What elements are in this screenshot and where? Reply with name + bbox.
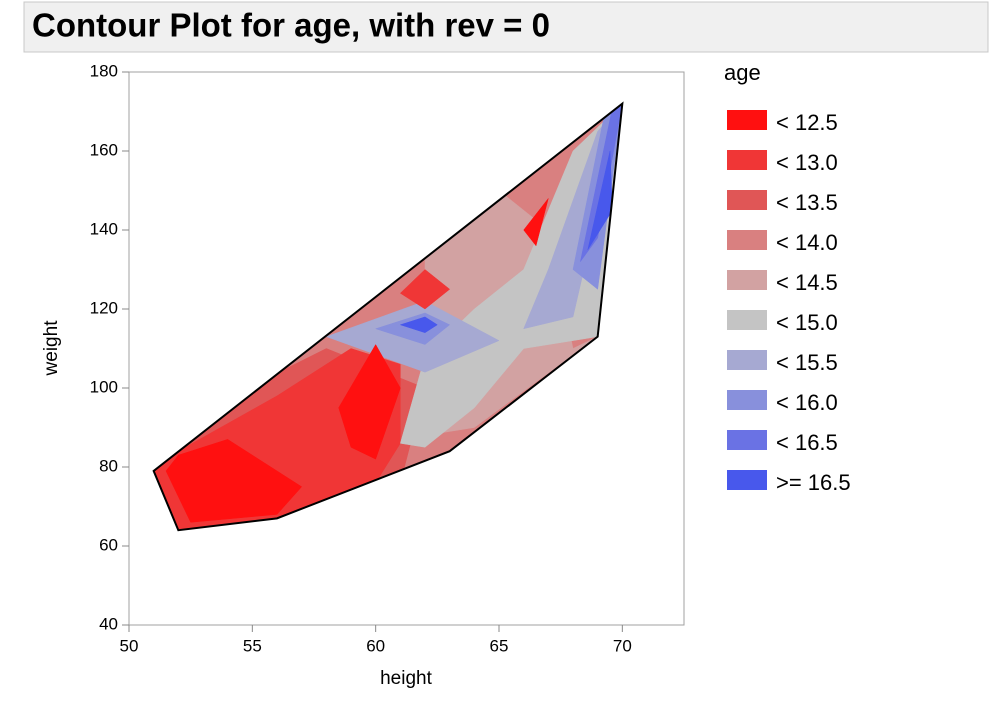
x-axis-label: height	[380, 668, 432, 689]
legend-swatch	[727, 390, 767, 410]
y-tick-label: 80	[99, 456, 118, 475]
y-tick-label: 160	[90, 140, 118, 159]
contour-region	[399, 269, 451, 310]
legend-label: < 15.0	[776, 310, 838, 335]
y-tick-label: 60	[99, 535, 118, 554]
legend-swatch	[727, 430, 767, 450]
legend-swatch	[727, 310, 767, 330]
legend-swatch	[727, 110, 767, 130]
legend-label: < 14.5	[776, 270, 838, 295]
legend-label: < 16.0	[776, 390, 838, 415]
contour-region	[338, 344, 401, 460]
y-tick-label: 40	[99, 614, 118, 633]
legend-swatch	[727, 230, 767, 250]
y-tick-label: 180	[90, 61, 118, 80]
y-axis-label: weight	[41, 320, 62, 377]
x-tick-label: 50	[120, 636, 139, 655]
legend-swatch	[727, 270, 767, 290]
legend-label: < 16.5	[776, 430, 838, 455]
legend-label: >= 16.5	[776, 470, 851, 495]
y-tick-label: 100	[90, 377, 118, 396]
x-tick-label: 55	[243, 636, 262, 655]
x-tick-label: 70	[613, 636, 632, 655]
contour-region	[523, 198, 549, 247]
title-bar	[23, 1, 989, 53]
legend-swatch	[727, 190, 767, 210]
chart-title: Contour Plot for age, with rev = 0	[32, 7, 550, 44]
y-tick-label: 120	[90, 298, 118, 317]
legend-label: < 14.0	[776, 230, 838, 255]
legend-label: < 15.5	[776, 350, 838, 375]
data-boundary	[152, 101, 624, 532]
x-tick-label: 60	[366, 636, 385, 655]
legend-label: < 13.5	[776, 190, 838, 215]
contour-region	[165, 439, 303, 523]
contour-region	[587, 150, 613, 250]
legend-swatch	[727, 470, 767, 490]
legend-title: age	[724, 60, 761, 85]
legend-swatch	[727, 350, 767, 370]
x-tick-label: 65	[490, 636, 509, 655]
contour-region	[399, 316, 438, 333]
legend-label: < 13.0	[776, 150, 838, 175]
legend-label: < 12.5	[776, 110, 838, 135]
y-tick-label: 140	[90, 219, 118, 238]
legend-swatch	[727, 150, 767, 170]
